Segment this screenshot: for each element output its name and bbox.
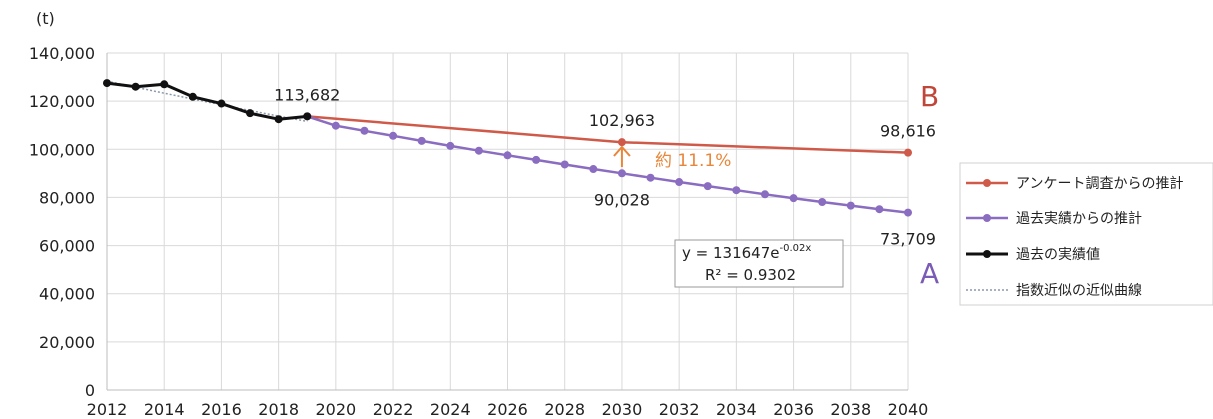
- legend-marker: [983, 179, 991, 187]
- y-tick-label: 140,000: [29, 44, 95, 63]
- series-1: [303, 112, 912, 217]
- annotations: B A 約 11.1% y = 131647e-0.02x R² = 0.930…: [613, 80, 939, 290]
- data-point: [303, 112, 312, 121]
- x-tick-label: 2032: [659, 400, 700, 419]
- legend-item: 過去の実績値: [966, 247, 1100, 263]
- x-tick-label: 2022: [373, 400, 414, 419]
- data-point: [904, 148, 912, 157]
- y-tick-label: 20,000: [39, 333, 95, 352]
- data-point: [846, 201, 855, 210]
- data-point: [217, 99, 226, 108]
- trend-equation-main: y = 131647e: [682, 244, 779, 262]
- x-tick-label: 2026: [487, 400, 528, 419]
- grid-lines: [106, 52, 909, 391]
- x-tick-label: 2024: [430, 400, 471, 419]
- data-point: [360, 126, 369, 135]
- y-tick-label: 0: [85, 381, 95, 400]
- data-label: 113,682: [274, 85, 340, 104]
- trend-equation: y = 131647e-0.02x: [682, 243, 811, 262]
- data-point: [904, 208, 912, 217]
- data-point: [160, 80, 169, 89]
- data-point: [732, 186, 741, 195]
- data-point: [446, 141, 455, 150]
- data-point: [103, 79, 111, 88]
- trend-equation-exponent: -0.02x: [779, 243, 811, 254]
- series-0: [307, 115, 912, 157]
- y-tick-label: 80,000: [39, 188, 95, 207]
- x-tick-label: 2034: [716, 400, 757, 419]
- series-line: [106, 81, 308, 121]
- legend-item: アンケート調査からの推計: [966, 176, 1183, 192]
- gap-percentage: 約 11.1%: [655, 151, 731, 171]
- data-point: [331, 121, 340, 130]
- data-point: [789, 194, 798, 203]
- data-label: 98,616: [880, 122, 936, 141]
- data-label: 102,963: [589, 111, 655, 130]
- data-point: [675, 178, 684, 187]
- r-squared: R² = 0.9302: [705, 266, 796, 284]
- data-point: [560, 160, 569, 169]
- y-tick-label: 40,000: [39, 285, 95, 304]
- legend-item: 指数近似の近似曲線: [966, 283, 1142, 299]
- data-label: 90,028: [594, 190, 650, 209]
- data-labels: 113,682 102,963 98,616 90,028 73,709: [274, 85, 936, 248]
- legend-item: 過去実績からの推計: [966, 211, 1142, 227]
- x-tick-label: 2036: [773, 400, 814, 419]
- label-a: A: [920, 257, 939, 290]
- legend-label: アンケート調査からの推計: [1016, 176, 1183, 192]
- equation-box: [674, 239, 844, 288]
- legend-label: 過去の実績値: [1016, 247, 1100, 263]
- data-point: [131, 82, 140, 91]
- data-point: [703, 182, 712, 191]
- x-tick-label: 2028: [544, 400, 585, 419]
- y-tick-label: 120,000: [29, 92, 95, 111]
- data-point: [188, 92, 197, 101]
- data-label: 73,709: [880, 230, 936, 249]
- data-point: [274, 115, 283, 124]
- x-tick-label: 2012: [87, 400, 128, 419]
- x-tick-label: 2038: [830, 400, 871, 419]
- data-point: [589, 165, 598, 174]
- data-point: [246, 109, 255, 118]
- data-point: [503, 151, 512, 160]
- data-point: [417, 136, 426, 145]
- label-b: B: [920, 80, 939, 113]
- axes: 0 20,000 40,000 60,000 80,000 100,000 120,000 1…: [29, 44, 929, 419]
- data-point: [617, 169, 626, 178]
- x-tick-label: 2040: [888, 400, 929, 419]
- data-point: [875, 205, 884, 214]
- y-tick-label: 100,000: [29, 140, 95, 159]
- y-tick-label: 60,000: [39, 237, 95, 256]
- data-point: [532, 155, 541, 164]
- series-2: [103, 79, 312, 124]
- data-point: [389, 131, 398, 140]
- legend-box: [959, 162, 1213, 306]
- data-point: [617, 138, 626, 147]
- data-point: [818, 198, 827, 207]
- x-tick-label: 2030: [602, 400, 643, 419]
- data-point: [646, 173, 655, 182]
- legend-marker: [983, 214, 991, 222]
- x-tick-label: 2018: [258, 400, 299, 419]
- y-unit-label: (t): [36, 9, 55, 28]
- gap-arrow-icon: [613, 145, 631, 167]
- data-point: [760, 190, 769, 199]
- series-line: [306, 115, 909, 214]
- legend-label: 過去実績からの推計: [1016, 211, 1142, 227]
- legend-marker: [983, 250, 991, 258]
- data-point: [474, 146, 483, 155]
- x-tick-label: 2016: [201, 400, 242, 419]
- series-layer: [103, 79, 912, 217]
- x-tick-label: 2014: [144, 400, 185, 419]
- x-tick-label: 2020: [315, 400, 356, 419]
- legend-label: 指数近似の近似曲線: [1016, 283, 1142, 299]
